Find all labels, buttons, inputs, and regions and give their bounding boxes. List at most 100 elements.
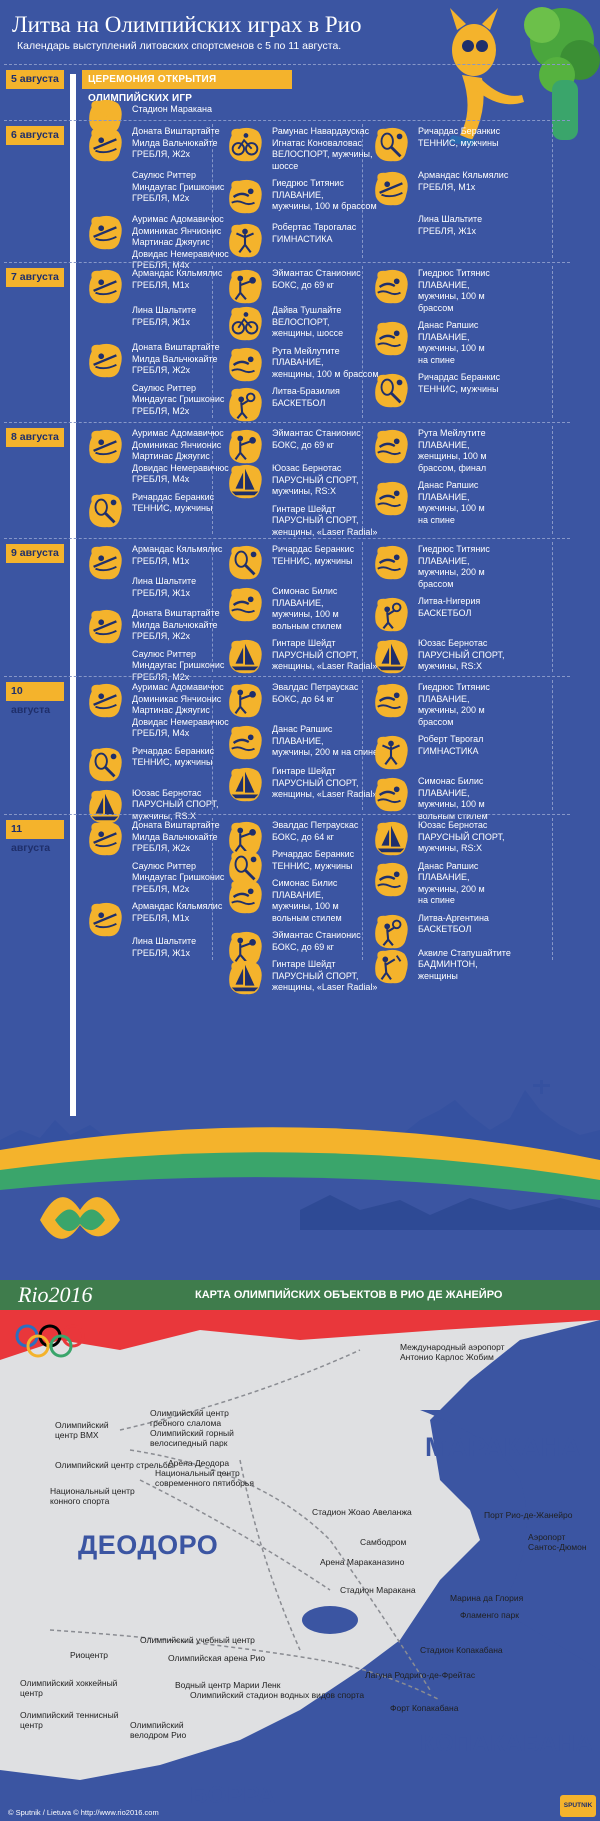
tennis-icon	[229, 545, 262, 580]
event-text: Армандас Кяльмялис ГРЕБЛЯ, М1х	[418, 170, 509, 192]
event-text: Гиедрюс Титянис ПЛАВАНИЕ, мужчины, 100 м…	[272, 178, 377, 211]
venue-map-label: Олимпийский теннисный центр	[20, 1710, 119, 1730]
event-text: Доната Виштартайте Милда Вальчюкайте ГРЕ…	[132, 608, 220, 641]
column-divider	[362, 680, 363, 810]
venue-map-label: Олимпийский учебный центр	[140, 1635, 255, 1645]
event-text: Ричардас Беранкис ТЕННИС, мужчины	[418, 126, 501, 148]
event-text: Симонас Билис ПЛАВАНИЕ, мужчины, 100 м в…	[418, 776, 488, 821]
zone-deodoro: ДЕОДОРО	[78, 1530, 219, 1560]
rowing-icon	[89, 821, 122, 856]
event-text: Юозас Бернотас ПАРУСНЫЙ СПОРТ, мужчины, …	[418, 820, 505, 853]
swimming-icon	[229, 725, 262, 760]
event-text: Рута Мейлутите ПЛАВАНИЕ, женщины, 100 м …	[418, 428, 487, 473]
date-tag: 5 августа	[6, 70, 64, 89]
venue-map-label: Олимпийский велодром Рио	[130, 1720, 187, 1740]
date-tag: 11 августа	[6, 820, 64, 854]
event-text: Лина Шальтите ГРЕБЛЯ, Ж1х	[418, 214, 483, 236]
venue-map-label: Риоцентр	[70, 1650, 108, 1660]
boxing-icon	[229, 683, 262, 718]
column-divider	[552, 266, 553, 418]
zone-maracana: МАРАКАНА	[425, 1432, 582, 1462]
column-divider	[362, 818, 363, 960]
event-text: Аквиле Стапушайтите БАДМИНТОН, женщины	[418, 947, 511, 981]
event-text: Ричардас Беранкис ТЕННИС, мужчины	[132, 745, 215, 768]
event-text: Доната Виштартайте Милда Вальчюкайте ГРЕ…	[132, 126, 220, 159]
map-header-bar	[0, 1280, 600, 1310]
event-text: Доната Виштартайте Милда Вальчюкайте ГРЕ…	[132, 342, 220, 375]
rio2016-logo: Rio2016	[18, 1282, 93, 1307]
event-text: Гинтаре Шейдт ПАРУСНЫЙ СПОРТ, женщины, «…	[272, 766, 378, 799]
event-text: Рута Мейлутите ПЛАВАНИЕ, женщины, 100 м …	[272, 345, 379, 379]
event-text: Лина Шальтите ГРЕБЛЯ, Ж1х	[132, 576, 197, 598]
event-text: Робертас Тврогалас ГИМНАСТИКА	[272, 222, 357, 244]
boxing-icon	[229, 429, 262, 464]
event-text: Данас Рапшис ПЛАВАНИЕ, мужчины, 100 м на…	[418, 480, 485, 525]
column-divider	[212, 680, 213, 810]
event-text: Гиедрюс Титянис ПЛАВАНИЕ, мужчины, 200 м…	[418, 544, 490, 589]
rowing-icon	[89, 545, 122, 580]
event-text: Роберт Тврогал ГИМНАСТИКА	[418, 734, 484, 756]
venue-map-label: Олимпийский горный велосипедный парк	[150, 1428, 234, 1448]
rowing-icon	[89, 902, 122, 937]
day-separator	[4, 538, 570, 539]
header: Литва на Олимпийских играх в Рио Календа…	[0, 0, 600, 75]
event-text: Лина Шальтите ГРЕБЛЯ, Ж1х	[132, 305, 197, 327]
swimming-icon	[375, 321, 408, 356]
event-text: Литва-Аргентина БАСКЕТБОЛ	[418, 912, 489, 935]
swimming-icon	[229, 179, 262, 214]
event-text: Гинтаре Шейдт ПАРУСНЫЙ СПОРТ, женщины, «…	[272, 503, 378, 537]
event-text: Саулюс Риттер Миндаугас Гришконис ГРЕБЛЯ…	[132, 382, 225, 416]
tennis-icon	[375, 127, 408, 162]
tennis-icon	[375, 373, 408, 408]
venue-map-label: Водный центр Марии Ленк	[175, 1680, 281, 1690]
day-separator	[4, 64, 570, 65]
badminton-icon	[375, 949, 408, 983]
column-divider	[552, 124, 553, 258]
sputnik-logo: SPUTNIK	[560, 1795, 596, 1817]
event-text: Данас Рапшис ПЛАВАНИЕ, мужчины, 200 м на…	[272, 724, 379, 757]
event-text: Данас Рапшис ПЛАВАНИЕ, мужчины, 200 м на…	[418, 860, 485, 906]
map-graphic	[0, 1310, 600, 1821]
column-divider	[552, 542, 553, 672]
event-text: Гиедрюс Титянис ПЛАВАНИЕ, мужчины, 100 м…	[418, 268, 490, 313]
venue-label: Стадион Маракана	[132, 104, 213, 114]
day-separator	[4, 814, 570, 815]
cycling-icon	[229, 127, 262, 162]
swimming-icon	[375, 269, 408, 304]
venue-map-label: Арена Мараканазино	[320, 1557, 405, 1567]
rio-skyline-illustration	[0, 1080, 600, 1280]
page-subtitle: Календарь выступлений литовских спортсме…	[17, 40, 342, 52]
venues-map: МАРАКАНА ДЕОДОРО КОПАКАБАНА БОРРА Междун…	[0, 1310, 600, 1821]
swimming-icon	[375, 429, 408, 464]
venue-map-label: Олимпийский стадион водных видов спорта	[190, 1690, 365, 1700]
event-text: Литва-Бразилия БАСКЕТБОЛ	[272, 386, 340, 408]
rowing-icon	[89, 215, 122, 250]
event-text: Ричардас Беранкис ТЕННИС, мужчины	[272, 849, 355, 871]
venue-map-label: Арена Деодора	[168, 1458, 230, 1468]
swimming-icon	[375, 862, 408, 896]
venue-map-label: Марина да Глория	[450, 1593, 524, 1603]
venue-map-label: Стадион Жоао Авеланжа	[312, 1507, 412, 1517]
column-divider	[552, 426, 553, 534]
ceremony-tag: ЦЕРЕМОНИЯ ОТКРЫТИЯ ОЛИМПИЙСКИХ ИГР	[82, 70, 292, 104]
venue-map-label: Самбодром	[360, 1537, 407, 1547]
venue-map-label: Аэропорт Сантос-Дюмон	[528, 1532, 587, 1552]
swimming-icon	[375, 481, 408, 516]
column-divider	[212, 426, 213, 534]
boxing-icon	[229, 931, 262, 966]
date-tag: 7 августа	[6, 268, 64, 287]
venue-map-label: Олимпийский центр стрельбы	[55, 1460, 174, 1470]
column-divider	[362, 124, 363, 258]
column-divider	[362, 542, 363, 672]
venue-map-label: Олимпийский хоккейный центр	[20, 1678, 118, 1698]
event-text: Юозас Бернотас ПАРУСНЫЙ СПОРТ, мужчины, …	[418, 638, 505, 671]
event-text: Эймантас Станионис БОКС, до 69 кг	[272, 930, 361, 952]
event-text: Армандас Кяльмялис ГРЕБЛЯ, М1х	[132, 544, 223, 566]
event-text: Эвалдас Петраускас БОКС, до 64 кг	[272, 682, 359, 704]
basketball-icon	[229, 387, 262, 422]
basketball-icon	[375, 597, 408, 632]
column-divider	[212, 124, 213, 258]
venue-map-label: Лагуна Родриго-де-Фрейтас	[365, 1670, 476, 1680]
event-text: Ричардас Беранкис ТЕННИС, мужчины	[132, 491, 215, 514]
swimming-icon	[375, 683, 408, 718]
